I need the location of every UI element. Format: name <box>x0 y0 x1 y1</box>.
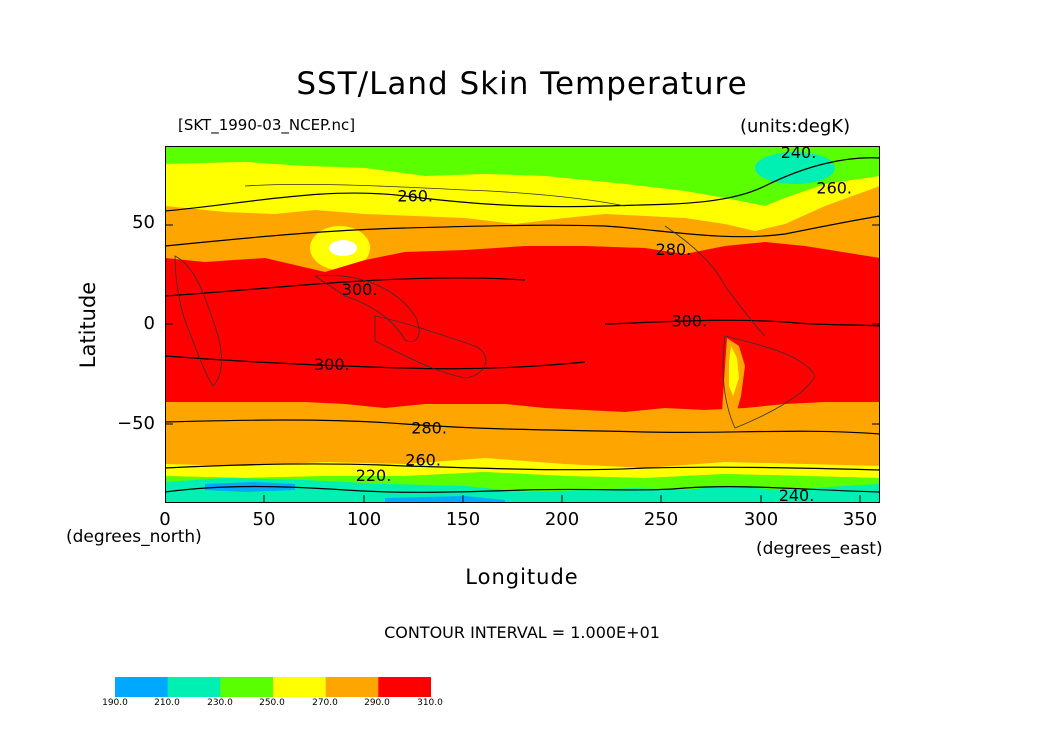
y-tick-label: 50 <box>132 212 155 233</box>
temperature-map: 240. 260. 260. 280. 300. 300. 300. 280. 260. 220.… <box>165 146 880 503</box>
band-290-310-tropics <box>165 242 880 412</box>
colorbar-label: 210.0 <box>154 698 180 708</box>
colorbar-label: 190.0 <box>102 698 128 708</box>
x-axis-label: Longitude <box>465 565 579 589</box>
colorbar-swatch <box>325 677 379 697</box>
colorbar-label: 310.0 <box>417 698 443 708</box>
colorbar-swatch <box>378 677 431 697</box>
colorbar-label: 230.0 <box>207 698 233 708</box>
contour-label: 260. <box>405 450 441 469</box>
contour-label: 280. <box>656 240 692 259</box>
x-tick-label: 200 <box>544 509 580 530</box>
x-tick-label: 300 <box>743 509 779 530</box>
contour-interval-label: CONTOUR INTERVAL = 1.000E+01 <box>384 623 660 642</box>
colorbar-label: 270.0 <box>312 698 338 708</box>
colorbar-label: 250.0 <box>259 698 285 708</box>
file-label: [SKT_1990-03_NCEP.nc] <box>178 116 356 134</box>
contour-lines <box>165 157 880 493</box>
y-axis-unit-label: (degrees_north) <box>66 527 202 547</box>
colorbar <box>115 677 431 697</box>
x-tick-label: 250 <box>643 509 679 530</box>
chart-title: SST/Land Skin Temperature <box>296 66 748 102</box>
colorbar-swatch <box>115 677 169 697</box>
x-tick-label: 350 <box>842 509 878 530</box>
contour-label: 260. <box>397 187 433 206</box>
x-tick-label: 150 <box>445 509 481 530</box>
colorbar-label: 290.0 <box>364 698 390 708</box>
contour-label: 260. <box>816 179 852 198</box>
contour-label: 300. <box>314 355 350 374</box>
contour-label: 280. <box>411 419 447 438</box>
colorbar-swatch <box>220 677 274 697</box>
contour-label: 300. <box>342 280 378 299</box>
contour-label: 300. <box>672 312 708 331</box>
contour-label: 240. <box>781 146 817 162</box>
x-tick-label: 0 <box>159 509 171 530</box>
colorbar-swatch <box>167 677 221 697</box>
y-tick-label: −50 <box>117 413 155 434</box>
contour-label: 220. <box>356 466 392 485</box>
band-270-280-north <box>165 162 880 231</box>
band-250-270-north <box>165 146 880 206</box>
x-tick-label: 100 <box>346 509 382 530</box>
tick-marks <box>165 224 880 503</box>
contour-label-layer: 240. 260. 260. 280. 300. 300. 300. 280. 260. 220.… <box>314 146 852 503</box>
colorbar-swatch <box>273 677 327 697</box>
band-270-280-south <box>165 458 880 478</box>
asia-cold-core <box>329 240 357 256</box>
contour-label: 240. <box>779 486 815 503</box>
arctic-cyan-region <box>755 152 835 184</box>
x-axis-unit-label: (degrees_east) <box>756 539 883 559</box>
y-tick-label: 0 <box>143 313 155 334</box>
coastlines <box>174 183 816 429</box>
units-label: (units:degK) <box>740 116 851 137</box>
x-tick-label: 50 <box>252 509 276 530</box>
band-230-250-south <box>165 478 880 503</box>
andes-highland <box>729 346 739 396</box>
